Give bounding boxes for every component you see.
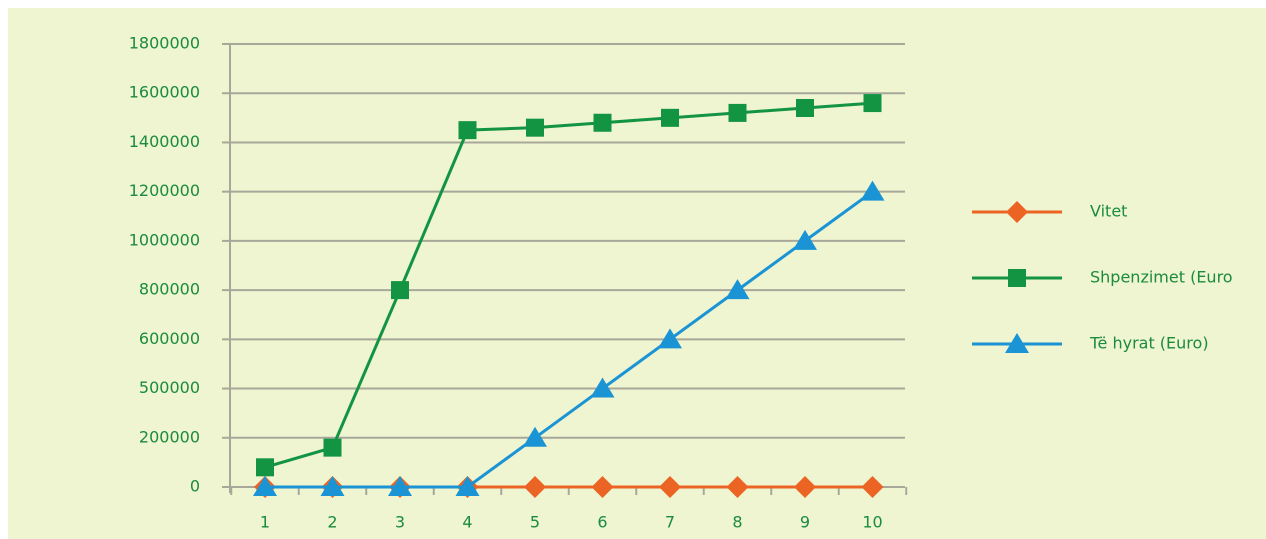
x-tick-label: 7 bbox=[665, 513, 675, 532]
marker bbox=[728, 103, 747, 122]
marker bbox=[1005, 333, 1029, 353]
marker bbox=[796, 98, 814, 117]
marker bbox=[1008, 269, 1026, 287]
marker bbox=[391, 281, 409, 300]
marker bbox=[523, 426, 547, 447]
chart-background bbox=[8, 8, 1266, 539]
marker bbox=[526, 118, 544, 137]
y-tick-label: 800000 bbox=[139, 280, 200, 299]
marker bbox=[593, 113, 612, 132]
marker bbox=[591, 476, 614, 498]
marker bbox=[661, 108, 679, 127]
marker bbox=[388, 476, 412, 496]
series-line bbox=[264, 101, 873, 469]
x-tick-label: 9 bbox=[800, 513, 810, 532]
marker bbox=[658, 328, 682, 349]
y-tick-label: 0 bbox=[190, 477, 200, 496]
series-line bbox=[265, 190, 874, 489]
marker bbox=[253, 476, 277, 496]
y-tick-label: 600000 bbox=[139, 329, 200, 348]
marker bbox=[1006, 201, 1028, 223]
y-tick-label: 1200000 bbox=[129, 181, 200, 200]
x-tick-label: 5 bbox=[530, 513, 540, 532]
x-tick-label: 10 bbox=[862, 513, 882, 532]
marker bbox=[793, 229, 817, 250]
y-tick-label: 1000000 bbox=[129, 230, 200, 249]
x-tick-label: 3 bbox=[395, 513, 405, 532]
marker bbox=[524, 476, 546, 498]
x-tick-label: 4 bbox=[462, 513, 472, 532]
marker bbox=[860, 180, 885, 201]
marker bbox=[726, 476, 749, 498]
marker bbox=[323, 438, 342, 457]
marker bbox=[659, 476, 681, 498]
x-tick-label: 8 bbox=[732, 513, 742, 532]
y-tick-label: 1400000 bbox=[129, 132, 200, 151]
x-tick-label: 6 bbox=[597, 513, 607, 532]
y-tick-label: 1600000 bbox=[129, 83, 200, 102]
y-tick-label: 200000 bbox=[139, 427, 200, 446]
marker bbox=[256, 458, 274, 477]
marker bbox=[590, 377, 615, 398]
legend-label: Vitet bbox=[1090, 202, 1127, 221]
marker bbox=[320, 476, 345, 496]
marker bbox=[861, 476, 884, 498]
x-tick-label: 1 bbox=[260, 513, 270, 532]
marker bbox=[458, 121, 477, 140]
legend-label: Shpenzimet (Euro bbox=[1090, 268, 1233, 287]
marker bbox=[725, 279, 750, 300]
marker bbox=[863, 94, 882, 113]
marker bbox=[794, 476, 816, 498]
legend-label: Të hyrat (Euro) bbox=[1089, 334, 1209, 353]
y-tick-label: 1800000 bbox=[129, 34, 200, 53]
x-tick-label: 2 bbox=[327, 513, 337, 532]
marker bbox=[455, 476, 480, 496]
y-tick-label: 500000 bbox=[139, 378, 200, 397]
